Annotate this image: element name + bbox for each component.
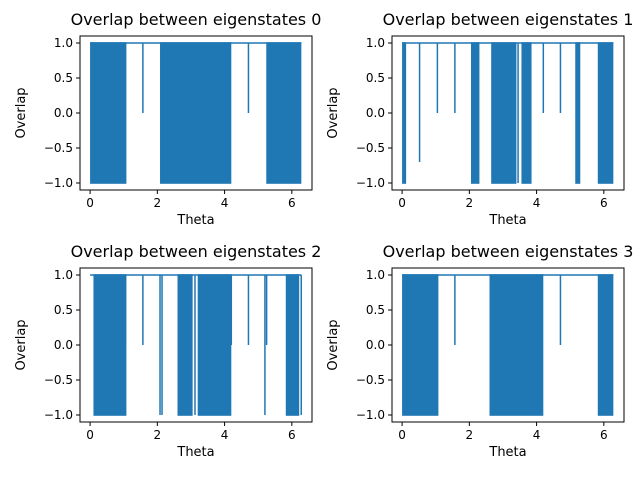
oscillation-band [521,42,532,184]
x-axis-label: Theta [176,213,214,228]
oscillation-band [597,274,614,416]
x-tick-label: 0 [398,196,406,210]
x-tick-label: 4 [221,428,229,442]
y-tick-label: −1.0 [356,408,385,422]
oscillation-band [402,274,439,416]
subplot-3: 0 2 4 6 −1.0 −0.5 0.0 0.5 1.0 Overlap between eig… [326,242,633,460]
x-tick-label: 2 [466,428,474,442]
y-tick-label: −0.5 [356,141,385,155]
oscillation-band [197,274,232,416]
oscillation-band [93,274,127,416]
oscillation-band [177,274,193,416]
subplot-1: 0 2 4 6 −1.0 −0.5 0.0 0.5 1.0 Overlap between eig… [326,10,633,228]
y-tick-label: 1.0 [54,36,73,50]
y-axis-label: Overlap [326,87,341,138]
y-tick-label: 0.0 [366,338,385,352]
y-axis-label: Overlap [326,319,341,370]
x-tick-label: 6 [600,196,608,210]
y-tick-label: 0.5 [54,303,73,317]
y-axis-label: Overlap [14,87,29,138]
x-tick-label: 4 [221,196,229,210]
x-tick-label: 0 [86,428,94,442]
y-tick-label: 0.5 [54,71,73,85]
y-tick-label: −1.0 [44,408,73,422]
x-tick-label: 0 [86,196,94,210]
x-tick-label: 4 [533,196,541,210]
x-axis-label: Theta [176,445,214,460]
y-axis-label: Overlap [14,319,29,370]
x-axis-label: Theta [488,213,526,228]
oscillation-band [575,42,581,184]
y-tick-label: 0.0 [54,338,73,352]
subplot-2: 0 2 4 6 −1.0 −0.5 0.0 0.5 1.0 Overlap between eig… [14,242,321,460]
x-tick-label: 0 [398,428,406,442]
x-tick-label: 4 [533,428,541,442]
oscillation-band [90,42,127,184]
subplot-title: Overlap between eigenstates 2 [71,242,322,261]
oscillation-band [402,42,407,184]
y-tick-label: −0.5 [44,141,73,155]
oscillation-band [489,274,544,416]
subplot-0: 0 2 4 6 −1.0 −0.5 0.0 0.5 1.0 Overlap between eig… [14,10,321,228]
oscillation-band [471,42,480,184]
y-tick-label: 1.0 [54,268,73,282]
x-tick-label: 2 [154,196,162,210]
y-tick-label: 0.5 [366,71,385,85]
subplot-title: Overlap between eigenstates 3 [383,242,634,261]
y-tick-label: 0.0 [366,106,385,120]
oscillation-band [266,42,302,184]
y-tick-label: −0.5 [356,373,385,387]
oscillation-band [597,42,614,184]
y-tick-label: 1.0 [366,36,385,50]
y-tick-label: 1.0 [366,268,385,282]
x-tick-label: 6 [288,196,296,210]
subplot-title: Overlap between eigenstates 1 [383,10,634,29]
x-tick-label: 2 [154,428,162,442]
oscillation-band [285,274,300,416]
x-tick-label: 2 [466,196,474,210]
x-tick-label: 6 [600,428,608,442]
y-tick-label: −1.0 [356,176,385,190]
y-tick-label: −0.5 [44,373,73,387]
oscillation-band [160,42,232,184]
oscillation-band [491,42,517,184]
y-tick-label: 0.0 [54,106,73,120]
y-tick-label: −1.0 [44,176,73,190]
subplot-title: Overlap between eigenstates 0 [71,10,322,29]
x-tick-label: 6 [288,428,296,442]
y-tick-label: 0.5 [366,303,385,317]
x-axis-label: Theta [488,445,526,460]
